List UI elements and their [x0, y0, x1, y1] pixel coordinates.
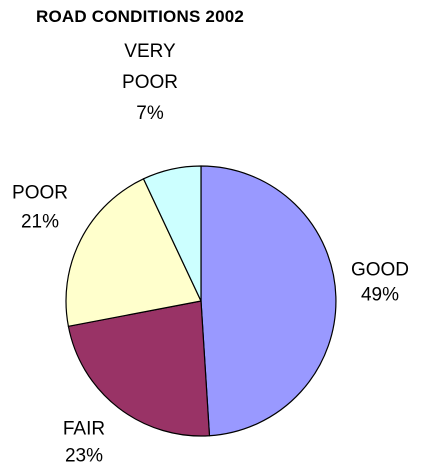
- pie-slice-good: [200, 165, 337, 437]
- pie-slice-poor: [65, 178, 202, 327]
- slice-label-poor-percent: 21%: [21, 212, 59, 233]
- pie-slices: [65, 165, 337, 437]
- slice-label-good-name: GOOD: [351, 260, 409, 281]
- pie-slice-very-poor: [142, 165, 202, 302]
- slice-label-good-percent: 49%: [361, 285, 399, 306]
- chart-title: ROAD CONDITIONS 2002: [36, 7, 245, 26]
- slice-label-very-poor-percent: 7%: [136, 103, 164, 124]
- slice-label-very-poor-name: VERY: [124, 41, 176, 62]
- pie-labels: GOOD 49% FAIR 23% POOR 21% VERY POOR 7%: [12, 41, 409, 467]
- slice-label-very-poor-name: POOR: [122, 72, 178, 93]
- slice-label-fair-name: FAIR: [63, 419, 105, 440]
- slice-label-poor-name: POOR: [12, 183, 68, 204]
- pie-slice-fair: [67, 300, 211, 437]
- slice-label-fair-percent: 23%: [65, 446, 103, 467]
